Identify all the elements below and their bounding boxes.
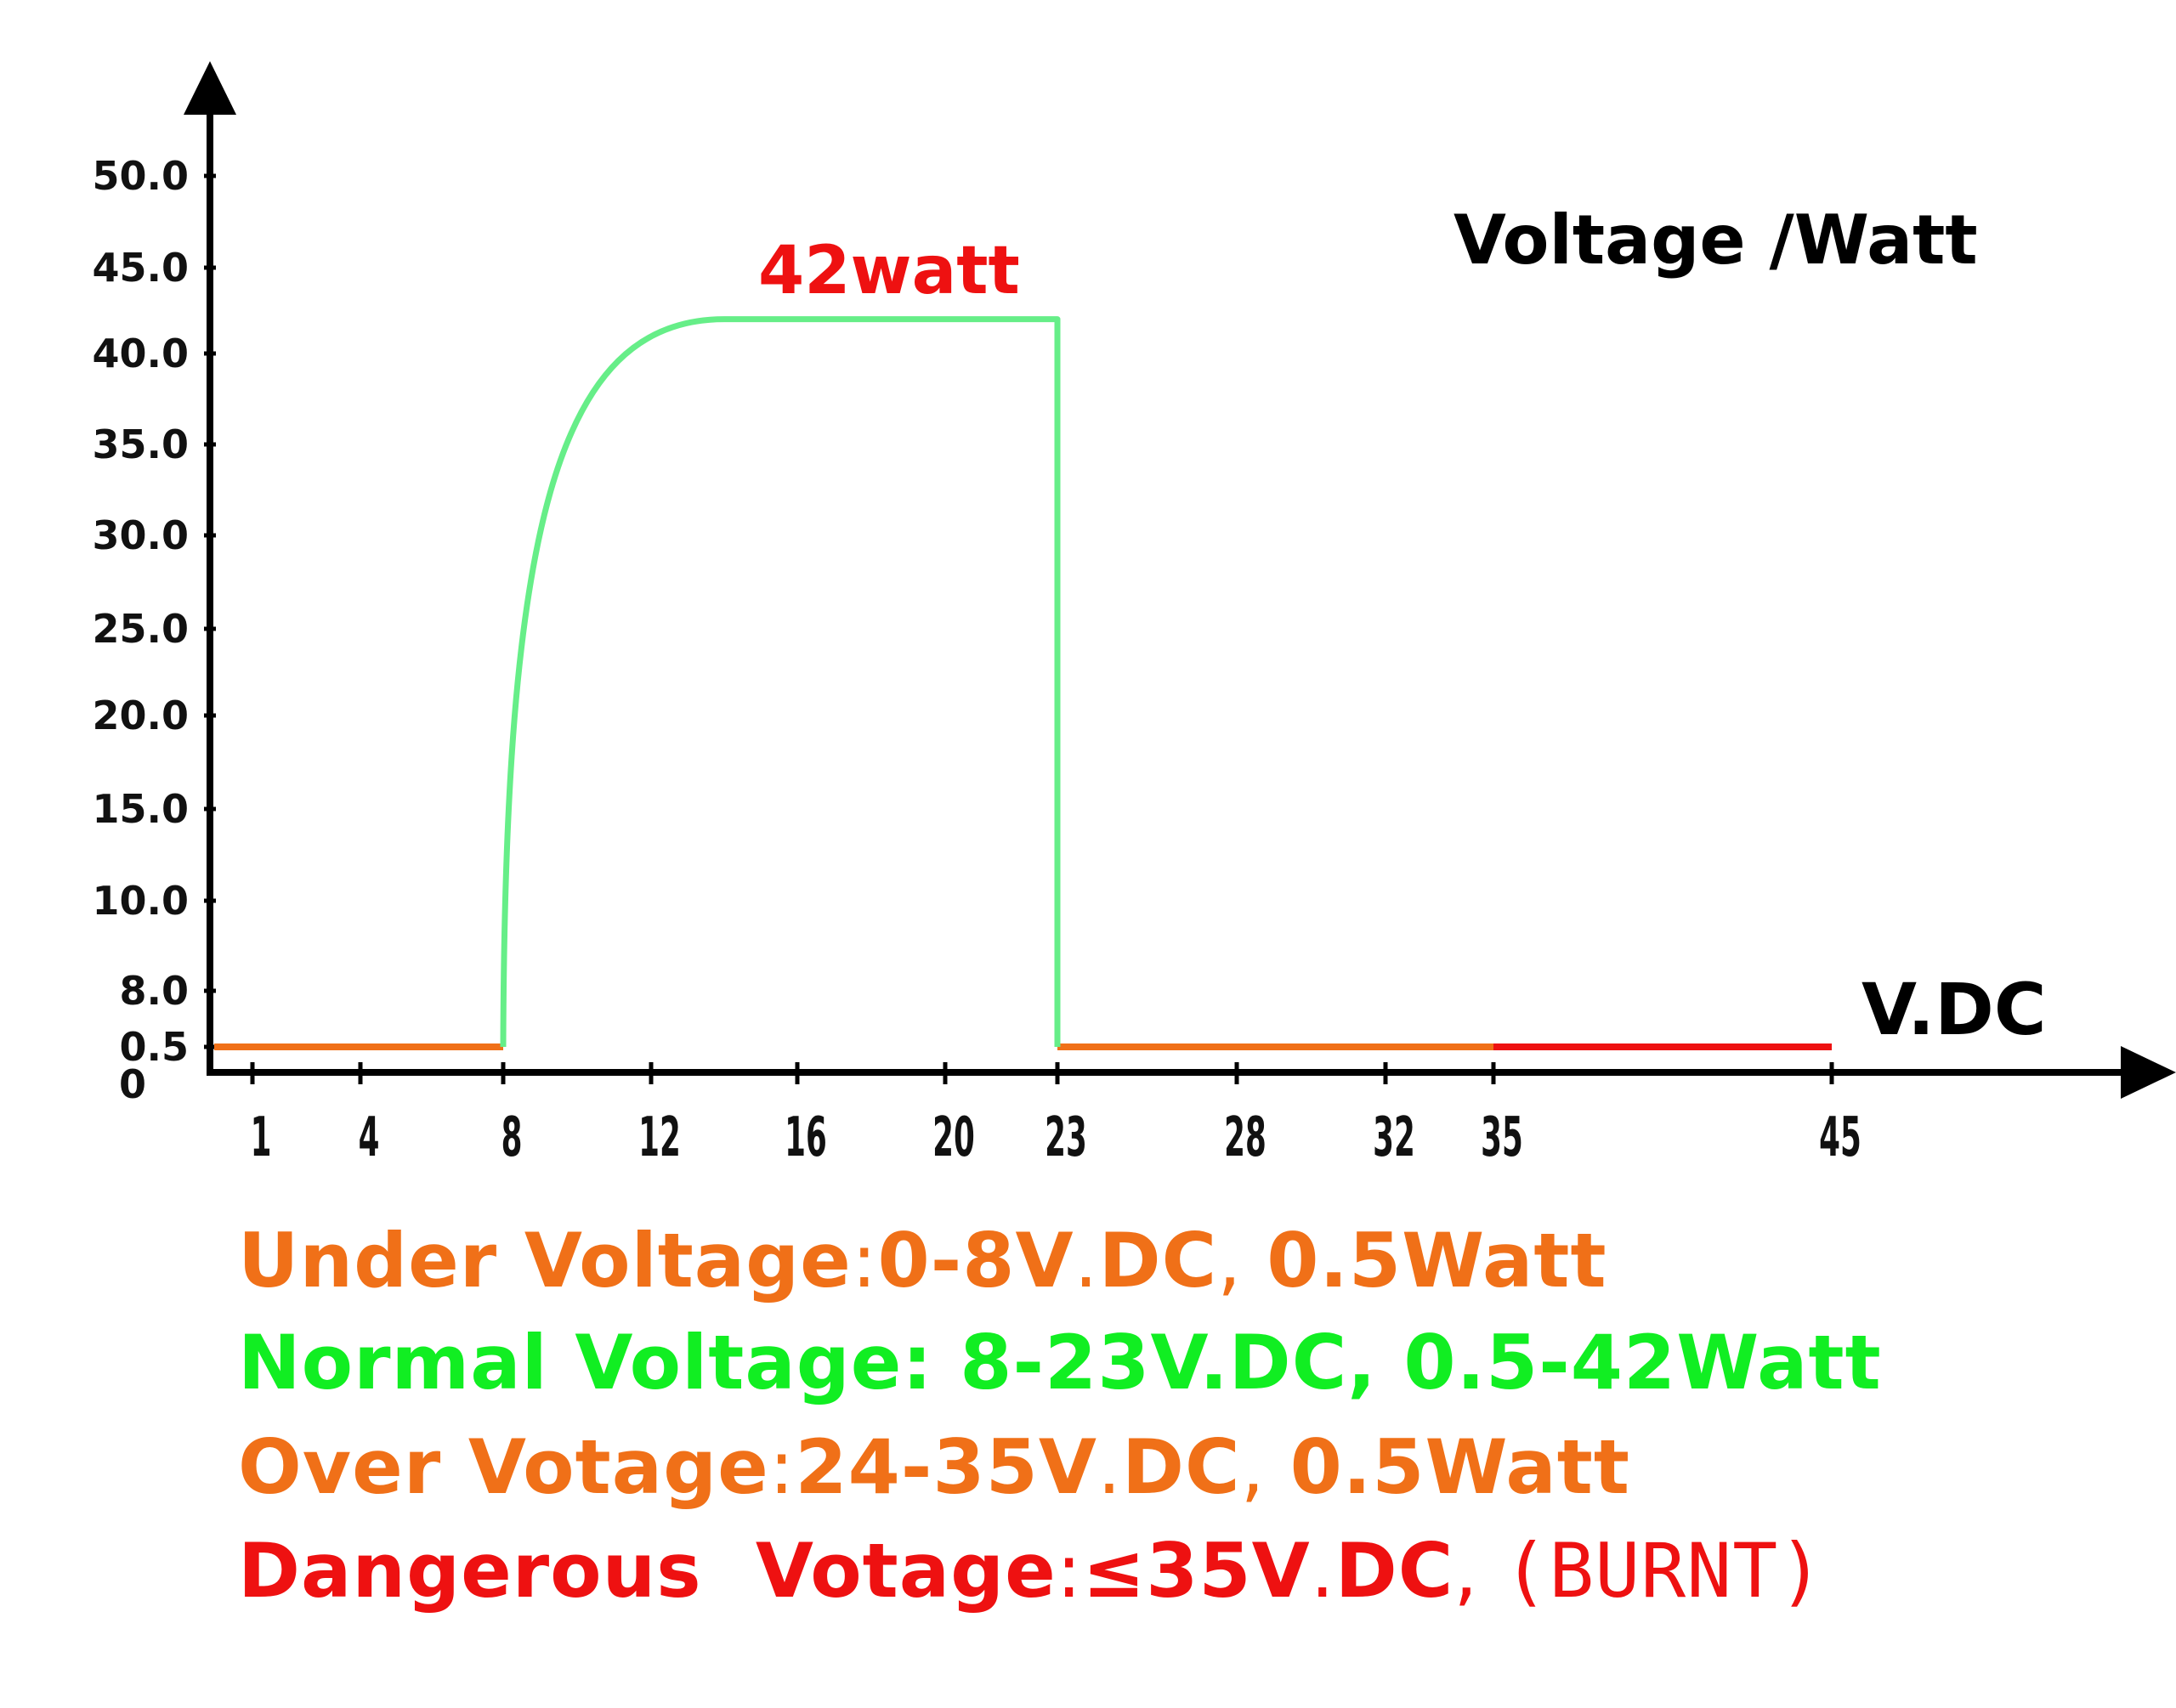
legend-normal: Normal Voltage: 8-23V.DC, 0.5-42Watt bbox=[238, 1319, 1882, 1406]
legend-under-dot: . bbox=[1074, 1217, 1099, 1304]
legend-over-dc: DC bbox=[1121, 1423, 1241, 1511]
y-axis-arrow-icon bbox=[184, 61, 236, 115]
legend-over-range: 24-35V bbox=[795, 1423, 1097, 1511]
x-tick-label: 45 bbox=[1819, 1106, 1862, 1169]
legend-under-comma: , bbox=[1217, 1217, 1267, 1304]
x-tick-label: 4 bbox=[359, 1106, 380, 1169]
legend-danger-sep: : bbox=[1056, 1527, 1083, 1615]
x-axis-arrow-icon bbox=[2121, 1046, 2176, 1099]
legend-over-comma: , bbox=[1240, 1423, 1290, 1511]
y-tick-label: 10.0 bbox=[93, 878, 190, 924]
x-tick-label: 20 bbox=[932, 1106, 975, 1169]
y-tick-label: 0 bbox=[119, 1061, 146, 1107]
y-tick-label: 45.0 bbox=[93, 245, 190, 291]
x-tick-label: 28 bbox=[1224, 1106, 1266, 1169]
y-tick-label: 35.0 bbox=[93, 421, 190, 467]
y-tick-label: 50.0 bbox=[93, 153, 190, 199]
legend-under-label: Under Voltage bbox=[238, 1217, 852, 1304]
x-tick-label: 12 bbox=[638, 1106, 681, 1169]
legend-under-dc: DC bbox=[1098, 1217, 1218, 1304]
y-tick-label: 20.0 bbox=[93, 693, 190, 738]
y-tick-label: 0.5 bbox=[120, 1024, 190, 1070]
legend-danger-dot: . bbox=[1310, 1527, 1335, 1615]
x-tick-label: 35 bbox=[1481, 1106, 1523, 1169]
legend-under-range: 0-8V bbox=[877, 1217, 1074, 1304]
legend-under: Under Voltage:0-8V.DC, 0.5Watt bbox=[238, 1217, 1607, 1304]
legend-danger-dc: DC bbox=[1334, 1527, 1454, 1615]
x-tick-label: 32 bbox=[1373, 1106, 1415, 1169]
legend-over-sep: : bbox=[768, 1423, 796, 1511]
legend-over-label: Over Votage bbox=[238, 1423, 769, 1511]
legend-over-watt: 0.5Watt bbox=[1289, 1423, 1630, 1511]
x-tick-label: 8 bbox=[502, 1106, 523, 1169]
peak-annotation: 42watt bbox=[758, 233, 1020, 309]
x-axis-label: V.DC bbox=[1862, 968, 2046, 1051]
y-tick-label: 40.0 bbox=[93, 331, 190, 376]
y-tick-label: 25.0 bbox=[93, 606, 190, 652]
x-ticks: 1 4 8 12 16 20 23 28 32 35 45 bbox=[250, 1062, 1862, 1169]
x-tick-label: 16 bbox=[785, 1106, 827, 1169]
legend-danger-comma: , bbox=[1454, 1527, 1504, 1615]
y-tick-label: 8.0 bbox=[120, 968, 190, 1014]
y-ticks: 00.5 8.0 10.0 15.0 20.0 25.0 30.0 35.0 40.0 45.0 5… bbox=[93, 153, 216, 1107]
legend-danger-label: Dangerous Votage bbox=[238, 1527, 1057, 1615]
legend-danger-range: ≤35V bbox=[1082, 1527, 1311, 1615]
x-tick-label: 23 bbox=[1045, 1106, 1087, 1169]
legend-under-sep: : bbox=[851, 1217, 878, 1304]
y-tick-label: 30.0 bbox=[93, 512, 190, 558]
legend-normal-text: Normal Voltage: 8-23V.DC, 0.5-42Watt bbox=[238, 1319, 1882, 1406]
legend-under-watt: 0.5Watt bbox=[1266, 1217, 1607, 1304]
legend-over-dot: . bbox=[1096, 1423, 1122, 1511]
y-tick-label: 15.0 bbox=[93, 786, 190, 832]
voltage-watt-chart: 00.5 8.0 10.0 15.0 20.0 25.0 30.0 35.0 40.0 45.0 5… bbox=[93, 61, 2176, 1169]
chart-title: Voltage /Watt bbox=[1454, 201, 1978, 280]
series-normal-line bbox=[500, 316, 1061, 1048]
legend-danger: Dangerous Votage:≤35V.DC, (BURNT) bbox=[238, 1527, 1824, 1615]
x-tick-label: 1 bbox=[251, 1106, 272, 1169]
legend-danger-burnt: (BURNT) bbox=[1503, 1527, 1825, 1615]
axes bbox=[184, 61, 2176, 1099]
legend-over: Over Votage:24-35V.DC, 0.5Watt bbox=[238, 1423, 1630, 1511]
series-group bbox=[214, 316, 1832, 1050]
